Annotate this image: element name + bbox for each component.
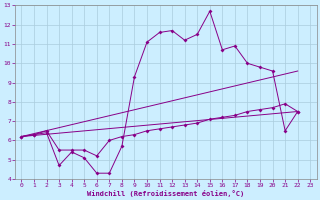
- X-axis label: Windchill (Refroidissement éolien,°C): Windchill (Refroidissement éolien,°C): [87, 190, 244, 197]
